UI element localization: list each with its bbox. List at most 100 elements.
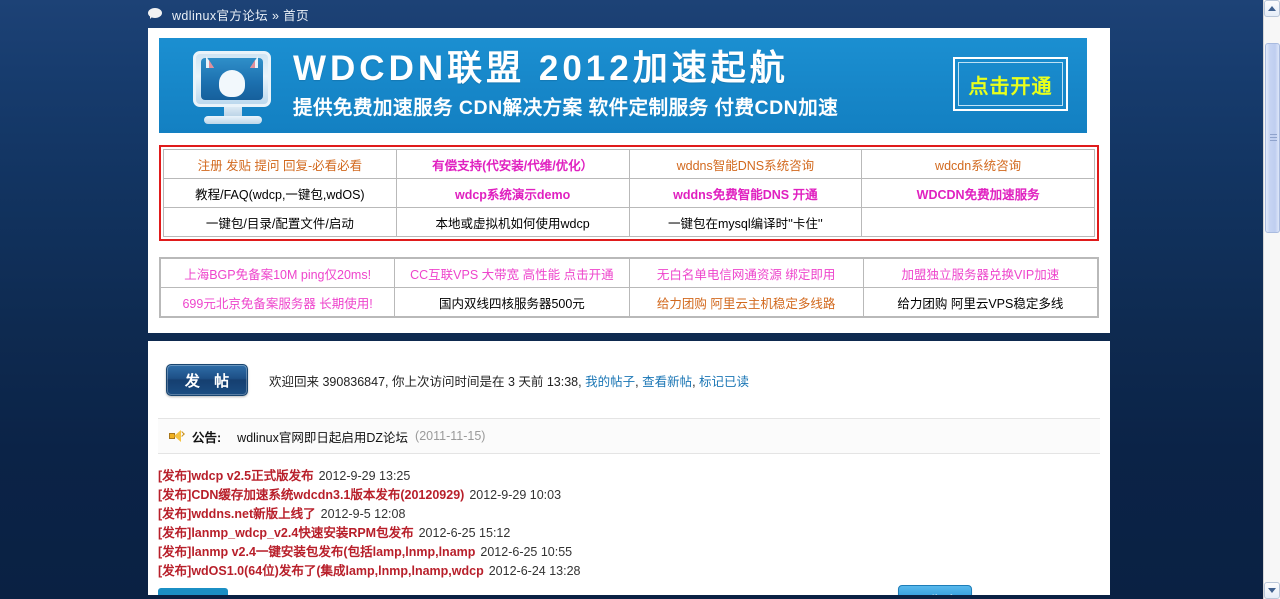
table-row: 注册 发贴 提问 回复-必看必看 有偿支持(代安装/代维/优化） wddns智能… [163,149,1095,179]
link-label: wddns免费智能DNS 开通 [673,187,818,202]
table-row: 一键包/目录/配置文件/启动 本地或虚拟机如何使用wdcp 一键包在mysql编… [163,207,1095,237]
table-cell[interactable]: CC互联VPS 大带宽 高性能 点击开通 [394,258,630,288]
weibo-p-icon: ℘ [916,592,924,596]
table-cell[interactable]: 上海BGP免备案10M ping仅20ms! [159,258,396,288]
list-item: [发布]wdOS1.0(64位)发布了(集成lamp,lnmp,lnamp,wd… [158,562,1110,581]
news-date: 2012-9-29 13:25 [318,469,411,483]
news-title-link[interactable]: [发布]CDN缓存加速系统wdcdn3.1版本发布(20120929) [158,488,465,502]
cat-monitor-logo-icon [185,51,281,125]
page-scrollbar[interactable] [1263,0,1280,599]
banner-cta-button[interactable]: 点击开通 [953,57,1068,111]
list-item: [发布]CDN缓存加速系统wdcdn3.1版本发布(20120929) 2012-… [158,486,1110,505]
news-title-link[interactable]: [发布]lanmp v2.4一键安装包发布(包括lamp,lnmp,lnamp [158,545,476,559]
link-label: 一键包在mysql编译时''卡住'' [668,216,823,231]
table-cell[interactable]: WDCDN免费加速服务 [861,178,1095,208]
banner-text-block: WDCDN联盟 2012加速起航 提供免费加速服务 CDN解决方案 软件定制服务… [293,46,933,124]
link-label: 给力团购 阿里云主机稳定多线路 [656,296,836,311]
table-cell[interactable]: 本地或虚拟机如何使用wdcp [395,207,630,237]
ads-link-box: 上海BGP免备案10M ping仅20ms! CC互联VPS 大带宽 高性能 点… [159,257,1099,318]
table-cell[interactable]: wddns免费智能DNS 开通 [628,178,863,208]
announcement-bar: 公告: wdlinux官网即日起启用DZ论坛 (2011-11-15) [158,418,1100,454]
table-cell[interactable]: 有偿支持(代安装/代维/优化） [395,149,630,179]
new-post-button[interactable]: 发 帖 [166,364,248,396]
news-date: 2012-9-29 10:03 [469,488,562,502]
breadcrumb[interactable]: wdlinux官方论坛 » 首页 [172,8,309,23]
link-label: 699元北京免备案服务器 长期使用! [182,296,373,311]
link-label: WDCDN免费加速服务 [916,187,1040,202]
news-title-link[interactable]: [发布]wdcp v2.5正式版发布 [158,469,314,483]
news-list: [发布]wdcp v2.5正式版发布 2012-9-29 13:25 [发布]CD… [158,467,1110,581]
primary-link-box: 注册 发贴 提问 回复-必看必看 有偿支持(代安装/代维/优化） wddns智能… [159,145,1099,241]
primary-link-table: 注册 发贴 提问 回复-必看必看 有偿支持(代安装/代维/优化） wddns智能… [163,149,1095,237]
link-label: 给力团购 阿里云VPS稳定多线 [897,296,1064,311]
banner-cta-label: 点击开通 [958,62,1063,106]
tab-forum-activity[interactable]: 论坛动态 [228,588,298,595]
news-title-link[interactable]: [发布]wddns.net新版上线了 [158,507,316,521]
chevron-down-icon[interactable] [1264,582,1280,599]
breadcrumb-bar: wdlinux官方论坛 » 首页 [0,0,1258,28]
sep: , [635,374,643,389]
link-label: wddns智能DNS系统咨询 [676,158,815,173]
bottom-panel: 发 帖 欢迎回来 390836847, 你上次访问时间是在 3 天前 13:38… [148,341,1110,595]
announcement-link[interactable]: wdlinux官网即日起启用DZ论坛 [237,430,409,445]
news-date: 2012-6-25 15:12 [418,526,511,540]
megaphone-icon [168,429,185,443]
link-label: 一键包/目录/配置文件/启动 [205,216,354,231]
view-new-posts-link[interactable]: 查看新帖 [642,374,693,389]
welcome-row: 发 帖 欢迎回来 390836847, 你上次访问时间是在 3 天前 13:38… [148,341,1110,397]
table-cell[interactable]: 无白名单电信网通资源 绑定即用 [628,258,864,288]
news-title-link[interactable]: [发布]lanmp_wdcp_v2.4快速安装RPM包发布 [158,526,414,540]
table-cell[interactable]: 教程/FAQ(wdcp,一键包,wdOS) [163,178,397,208]
promo-banner[interactable]: WDCDN联盟 2012加速起航 提供免费加速服务 CDN解决方案 软件定制服务… [159,38,1087,133]
banner-headline: WDCDN联盟 2012加速起航 [293,49,789,88]
link-label: 有偿支持(代安装/代维/优化） [432,158,594,173]
welcome-message: 欢迎回来 390836847, 你上次访问时间是在 3 天前 13:38, 我的… [269,371,749,390]
list-item: [发布]lanmp v2.4一键安装包发布(包括lamp,lnmp,lnamp 2… [158,543,1110,562]
my-posts-link[interactable]: 我的帖子 [585,374,636,389]
chevron-up-icon[interactable] [1264,0,1280,17]
tab-forum-sections[interactable]: 论坛版块 [158,588,229,595]
news-date: 2012-9-5 12:08 [320,507,406,521]
list-item: [发布]wdcp v2.5正式版发布 2012-9-29 13:25 [158,467,1110,486]
banner-subheadline: 提供免费加速服务 CDN解决方案 软件定制服务 付费CDN加速 [293,97,839,119]
news-date: 2012-6-25 10:55 [480,545,573,559]
news-date: 2012-6-24 13:28 [488,564,581,578]
table-cell[interactable]: 国内双线四核服务器500元 [394,287,630,317]
table-cell[interactable]: 给力团购 阿里云主机稳定多线路 [628,287,864,317]
link-label: wdcp系统演示demo [454,187,571,202]
speech-bubble-icon [148,7,163,21]
tabs-row: 论坛版块 论坛动态 今日: 21 昨日: 26 全昌: 12720 微博 ℘ 收… [158,585,1110,595]
table-cell[interactable]: 一键包在mysql编译时''卡住'' [628,207,863,237]
weibo-follow-label: 收听 [929,590,954,596]
link-label: 国内双线四核服务器500元 [438,296,585,311]
table-cell[interactable]: wddns智能DNS系统咨询 [628,149,863,179]
ads-link-table: 上海BGP免备案10M ping仅20ms! CC互联VPS 大带宽 高性能 点… [159,258,1099,317]
scroll-thumb[interactable] [1265,43,1280,233]
link-label: wdcdn系统咨询 [935,158,1022,173]
announcement-label: 公告: [192,430,222,445]
link-label: 本地或虚拟机如何使用wdcp [435,216,590,231]
table-row: 699元北京免备案服务器 长期使用! 国内双线四核服务器500元 给力团购 阿里… [159,287,1099,317]
list-item: [发布]wddns.net新版上线了 2012-9-5 12:08 [158,505,1110,524]
link-label: 无白名单电信网通资源 绑定即用 [656,267,836,282]
table-cell[interactable]: 给力团购 阿里云VPS稳定多线 [862,287,1099,317]
link-label: 注册 发贴 提问 回复-必看必看 [197,158,363,173]
table-cell[interactable]: 699元北京免备案服务器 长期使用! [159,287,396,317]
news-title-link[interactable]: [发布]wdOS1.0(64位)发布了(集成lamp,lnmp,lnamp,wd… [158,564,484,578]
link-label: 加盟独立服务器兑换VIP加速 [901,267,1060,282]
link-label: 上海BGP免备案10M ping仅20ms! [184,267,372,282]
list-item: [发布]lanmp_wdcp_v2.4快速安装RPM包发布 2012-6-25 1… [158,524,1110,543]
table-row: 上海BGP免备案10M ping仅20ms! CC互联VPS 大带宽 高性能 点… [159,258,1099,288]
table-cell[interactable]: 加盟独立服务器兑换VIP加速 [862,258,1099,288]
table-cell[interactable]: wdcdn系统咨询 [861,149,1095,179]
mark-read-link[interactable]: 标记已读 [699,374,750,389]
table-cell[interactable]: 注册 发贴 提问 回复-必看必看 [163,149,397,179]
table-cell[interactable]: wdcp系统演示demo [395,178,630,208]
table-cell[interactable]: 一键包/目录/配置文件/启动 [163,207,397,237]
weibo-follow-button[interactable]: ℘ 收听 [898,585,972,595]
link-label: CC互联VPS 大带宽 高性能 点击开通 [410,267,614,282]
announcement-date: (2011-11-15) [415,429,486,443]
table-cell [861,207,1095,237]
table-row: 教程/FAQ(wdcp,一键包,wdOS) wdcp系统演示demo wddns… [163,178,1095,208]
